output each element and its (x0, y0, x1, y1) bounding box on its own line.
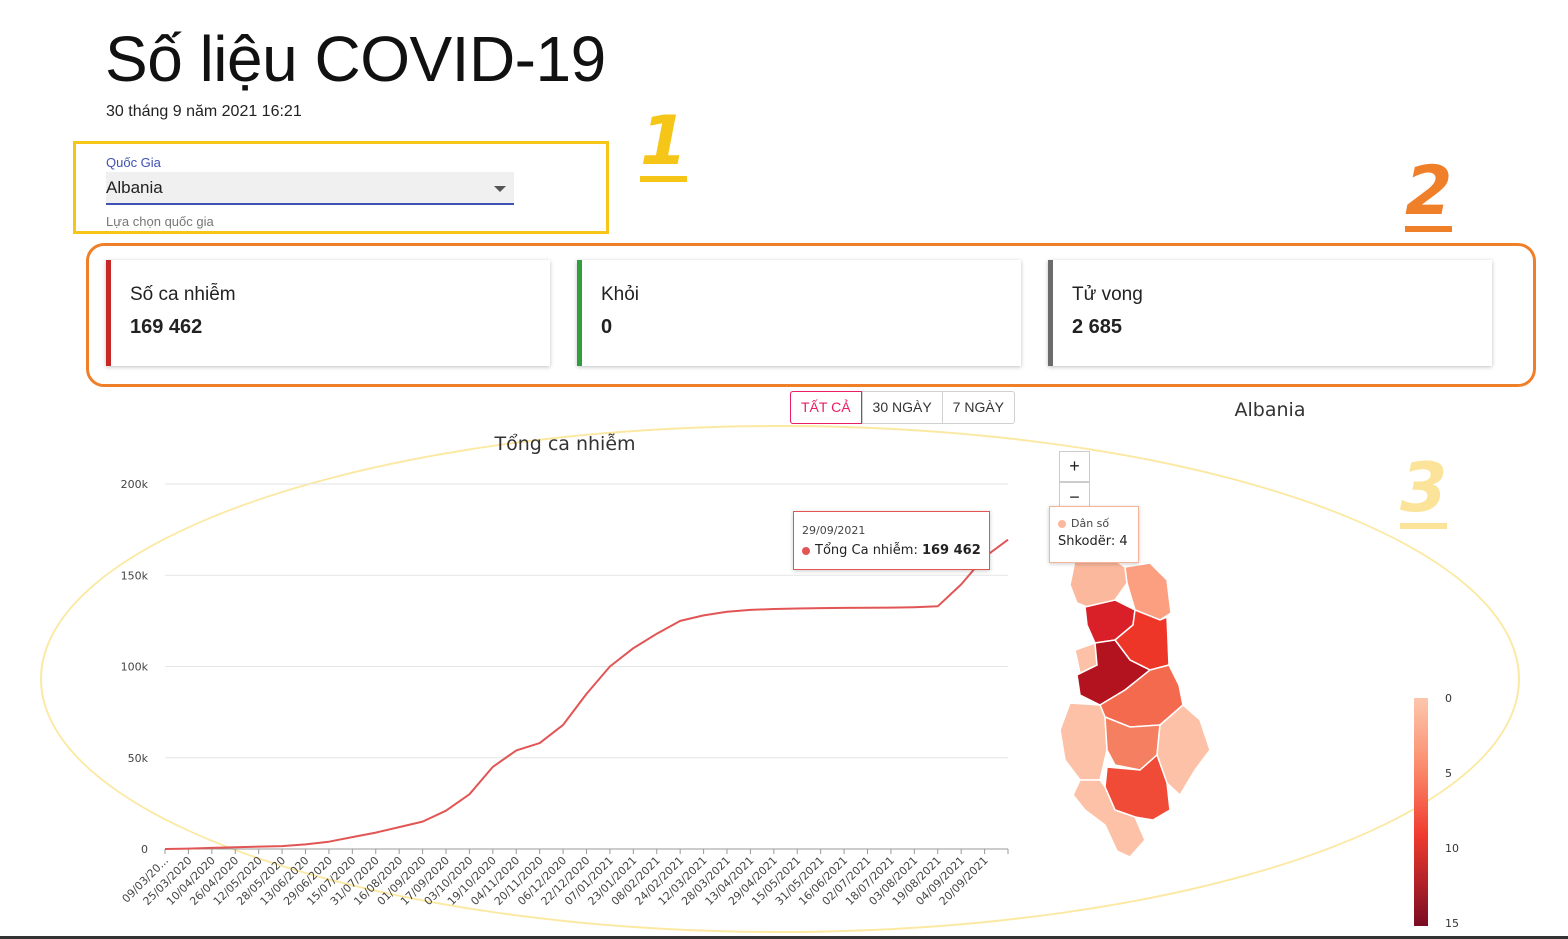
map-title: Albania (1234, 399, 1306, 421)
legend-label: 0 (1445, 692, 1452, 705)
tooltip-series-name: Tổng Ca nhiễm: (815, 543, 918, 558)
tooltip-value-line: Tổng Ca nhiễm: 169 462 (802, 543, 981, 558)
y-tick-label: 100k (121, 661, 149, 674)
stat-card-value: 0 (601, 316, 613, 338)
range-toggle: TẤT CẢ 30 NGÀY 7 NGÀY (790, 391, 1016, 424)
chart-title: Tổng ca nhiễm (494, 433, 636, 455)
map-tooltip: Dân số Shkodër: 4 (1049, 506, 1139, 563)
legend-label: 10 (1445, 842, 1459, 855)
stat-card-accent (106, 260, 111, 366)
series-dot-icon (1058, 520, 1066, 528)
annotation-ellipse-charts (40, 425, 1520, 933)
stat-card-label: Tử vong (1072, 284, 1143, 305)
stat-card-value: 169 462 (130, 316, 203, 338)
annotation-number-1: 1 (640, 102, 688, 182)
annotation-box-stats (86, 243, 1536, 387)
legend-label: 15 (1445, 917, 1459, 930)
map-tooltip-series-name: Dân số (1071, 517, 1110, 530)
map-tooltip-value: 4 (1119, 534, 1128, 549)
page-title: Số liệu COVID-19 (105, 23, 606, 95)
stat-card-label: Số ca nhiễm (130, 284, 236, 305)
annotation-number-2: 2 (1405, 152, 1453, 232)
country-select-value: Albania (106, 178, 163, 197)
chart-tooltip: 29/09/2021 Tổng Ca nhiễm: 169 462 (793, 511, 990, 570)
total-cases-chart: 050k100k150k200k09/03/20...25/03/202010/… (120, 478, 1009, 908)
map-region-fier[interactable] (1059, 702, 1108, 781)
y-tick-label: 200k (121, 478, 149, 491)
y-tick-label: 150k (121, 569, 149, 582)
map-region-vlore[interactable] (1072, 779, 1146, 858)
stat-card-accent (577, 260, 582, 366)
stat-card-cases: Số ca nhiễm 169 462 (106, 260, 550, 366)
map-tooltip-region: Shkodër: (1058, 534, 1116, 549)
annotation-box-country (73, 141, 609, 234)
y-tick-label: 50k (128, 752, 149, 765)
stat-card-deaths: Tử vong 2 685 (1048, 260, 1492, 366)
map-tooltip-value-line: Shkodër: 4 (1058, 534, 1128, 549)
map-region-kukes[interactable] (1124, 562, 1172, 621)
range-7-days-button[interactable]: 7 NGÀY (941, 392, 1014, 423)
stat-card-value: 2 685 (1072, 316, 1123, 338)
stat-card-accent (1048, 260, 1053, 366)
annotation-number-3: 3 (1400, 449, 1448, 529)
country-select-helper: Lựa chọn quốc gia (106, 214, 214, 229)
stat-card-label: Khỏi (601, 284, 640, 305)
map-zoom-in-button[interactable]: + (1059, 451, 1090, 482)
y-tick-label: 0 (141, 843, 148, 856)
range-30-days-button[interactable]: 30 NGÀY (861, 392, 942, 423)
legend-label: 5 (1445, 767, 1452, 780)
chevron-down-icon (494, 186, 506, 192)
country-select-label: Quốc Gia (106, 155, 161, 170)
map-color-legend (1414, 698, 1428, 926)
map-tooltip-series: Dân số (1058, 517, 1109, 530)
last-updated-timestamp: 30 tháng 9 năm 2021 16:21 (106, 103, 302, 120)
series-dot-icon (802, 546, 810, 555)
country-select[interactable]: Albania (106, 172, 514, 205)
tooltip-date: 29/09/2021 (802, 524, 866, 537)
range-all-button[interactable]: TẤT CẢ (790, 391, 862, 424)
stat-card-recovered: Khỏi 0 (577, 260, 1021, 366)
tooltip-value: 169 462 (921, 543, 981, 558)
bottom-divider (0, 936, 1568, 939)
series-line-total-cases[interactable] (164, 538, 1009, 850)
albania-choropleth-map (1059, 556, 1211, 858)
